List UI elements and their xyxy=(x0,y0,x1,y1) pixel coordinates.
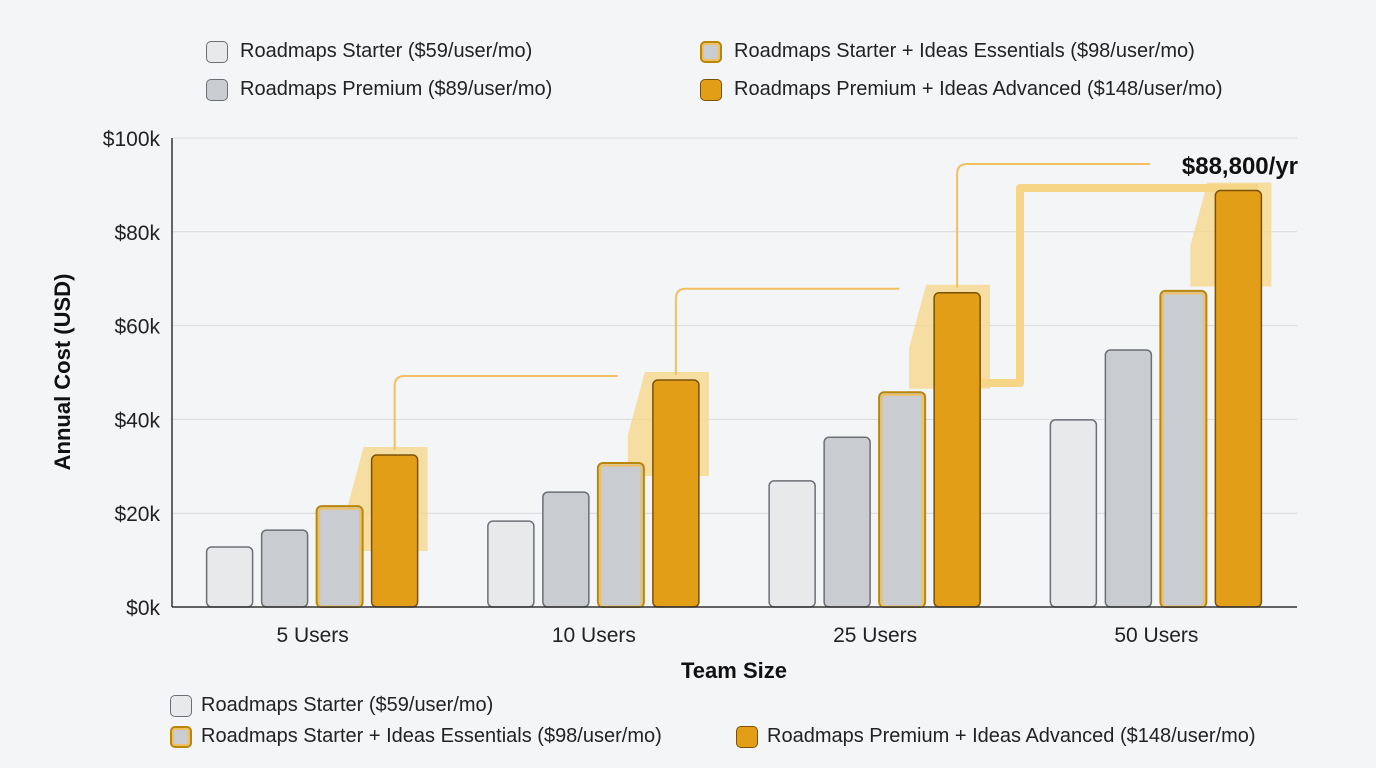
x-tick-label: 5 Users xyxy=(276,624,348,647)
y-tick-label: $60k xyxy=(114,316,160,339)
annotation-label: $88,800/yr xyxy=(1182,153,1298,180)
legend-swatch xyxy=(700,78,722,101)
bar xyxy=(315,505,364,609)
bar xyxy=(205,546,254,608)
x-axis-label: Team Size xyxy=(681,658,787,683)
legend-item: Roadmaps Starter ($59/user/mo) xyxy=(206,40,532,63)
legend-label: Roadmaps Premium + Ideas Advanced ($148/… xyxy=(767,725,1256,747)
legend-swatch xyxy=(170,694,192,717)
highlight-connector xyxy=(981,184,1259,387)
bar xyxy=(878,391,927,608)
bar xyxy=(596,462,645,608)
legend-item: Roadmaps Starter + Ideas Essentials ($98… xyxy=(170,725,662,748)
legend-swatch xyxy=(170,725,192,748)
x-tick-label: 25 Users xyxy=(833,624,917,647)
bar xyxy=(933,292,981,608)
legend-item: Roadmaps Premium + Ideas Advanced ($148/… xyxy=(700,78,1223,101)
y-tick-label: $80k xyxy=(114,222,160,245)
legend-label: Roadmaps Starter ($59/user/mo) xyxy=(240,40,533,62)
legend-swatch xyxy=(736,725,758,748)
connector-line xyxy=(393,375,618,451)
legend-item: Roadmaps Starter + Ideas Essentials ($98… xyxy=(700,40,1195,63)
y-tick-label: $100k xyxy=(103,128,161,151)
legend-item: Roadmaps Premium ($89/user/mo) xyxy=(206,78,552,101)
y-axis-label: Annual Cost (USD) xyxy=(50,274,75,471)
legend-swatch xyxy=(206,78,228,101)
y-tick-label: $0k xyxy=(126,597,160,620)
legend-label: Roadmaps Starter + Ideas Essentials ($98… xyxy=(734,40,1195,62)
legend-swatch xyxy=(206,40,228,63)
bar xyxy=(1104,349,1153,608)
legend-label: Roadmaps Premium + Ideas Advanced ($148/… xyxy=(734,78,1223,100)
legend-label: Roadmaps Premium ($89/user/mo) xyxy=(240,78,553,100)
bar xyxy=(652,379,700,608)
bar xyxy=(1159,289,1208,608)
legend-swatch xyxy=(700,40,722,63)
y-tick-label: $40k xyxy=(114,409,160,432)
x-tick-label: 50 Users xyxy=(1114,624,1198,647)
legend-item: Roadmaps Starter ($59/user/mo) xyxy=(170,694,493,717)
legend-item: Roadmaps Premium + Ideas Advanced ($148/… xyxy=(736,725,1256,748)
bar xyxy=(370,454,419,608)
legend-label: Roadmaps Starter ($59/user/mo) xyxy=(201,694,494,716)
bar xyxy=(1049,419,1098,608)
x-tick-label: 10 Users xyxy=(552,624,636,647)
bar xyxy=(487,520,535,608)
bar xyxy=(768,480,816,608)
legend-label: Roadmaps Starter + Ideas Essentials ($98… xyxy=(201,725,662,747)
y-tick-label: $20k xyxy=(114,503,160,526)
bar xyxy=(542,491,590,608)
bar xyxy=(823,436,871,608)
bar xyxy=(260,529,309,608)
bar xyxy=(1214,189,1263,608)
connector-line xyxy=(674,287,900,376)
connector-line xyxy=(956,163,1150,288)
